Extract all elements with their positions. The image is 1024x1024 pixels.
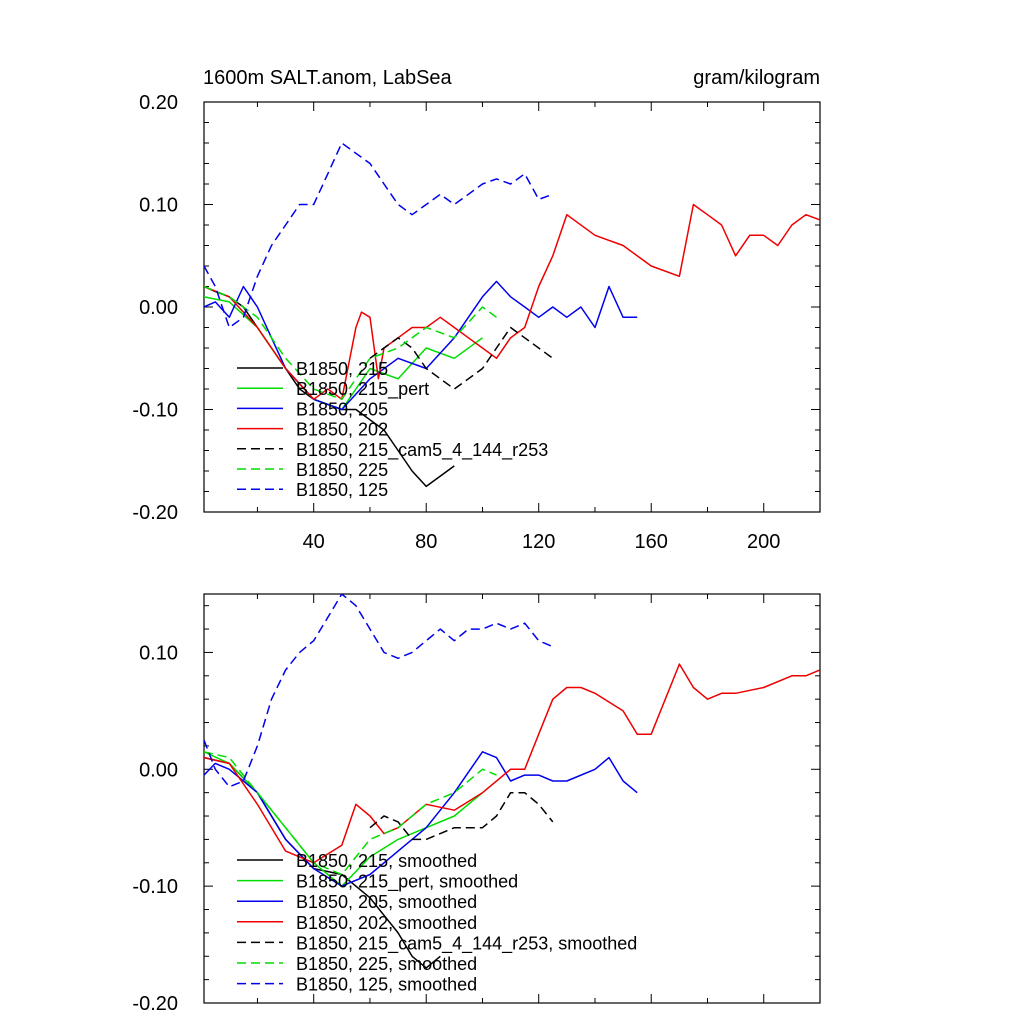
top-panel: 40 80 120 160 200 0.20 0.10 0.00 -0.10 -0.20 B1850… <box>132 92 821 553</box>
legend-label: B1850, 125, smoothed <box>296 975 477 995</box>
y-tick-label: -0.20 <box>132 502 178 524</box>
series-line-6 <box>204 594 554 788</box>
legend-label: B1850, 215_cam5_4_144_r253, smoothed <box>296 933 637 954</box>
y-tick-label: 0.00 <box>139 759 178 781</box>
legend-label: B1850, 205 <box>296 399 388 419</box>
legend-label: B1850, 125 <box>296 480 388 500</box>
x-tick-label: 200 <box>747 531 780 553</box>
y-tick-label: 0.20 <box>139 92 178 114</box>
legend-label: B1850, 225 <box>296 460 388 480</box>
x-tick-label: 40 <box>303 531 325 553</box>
series-group <box>204 142 820 488</box>
legend-label: B1850, 225, smoothed <box>296 954 477 974</box>
legend-label: B1850, 215, smoothed <box>296 851 477 871</box>
legend-label: B1850, 215_pert, smoothed <box>296 872 518 893</box>
plot-frame <box>203 593 821 1004</box>
series-line-4 <box>369 791 554 841</box>
legend-label: B1850, 202, smoothed <box>296 913 477 933</box>
legend-label: B1850, 215 <box>296 359 388 379</box>
legend-label: B1850, 202 <box>296 420 388 440</box>
series-line-2 <box>204 751 638 887</box>
series-group <box>204 594 820 969</box>
legend-label: B1850, 215_cam5_4_144_r253 <box>296 440 548 461</box>
y-tick-label: -0.20 <box>132 993 178 1015</box>
series-line-6 <box>204 142 554 329</box>
units-label: gram/kilogram <box>693 67 820 89</box>
y-tick-label: 0.00 <box>139 297 178 319</box>
y-tick-label: -0.10 <box>132 400 178 422</box>
series-line-5 <box>204 285 497 401</box>
y-tick-label: 0.10 <box>139 642 178 664</box>
y-tick-label: -0.10 <box>132 876 178 898</box>
series-line-3 <box>204 203 820 401</box>
x-tick-label: 160 <box>635 531 668 553</box>
series-line-3 <box>204 663 820 864</box>
x-tick-label: 80 <box>415 531 437 553</box>
series-line-5 <box>204 751 497 876</box>
legend-label: B1850, 205, smoothed <box>296 892 477 912</box>
y-tick-label: 0.10 <box>139 195 178 217</box>
legend-label: B1850, 215_pert <box>296 379 429 400</box>
x-tick-label: 120 <box>522 531 555 553</box>
chart-title: 1600m SALT.anom, LabSea <box>203 67 453 89</box>
series-line-4 <box>369 326 554 390</box>
